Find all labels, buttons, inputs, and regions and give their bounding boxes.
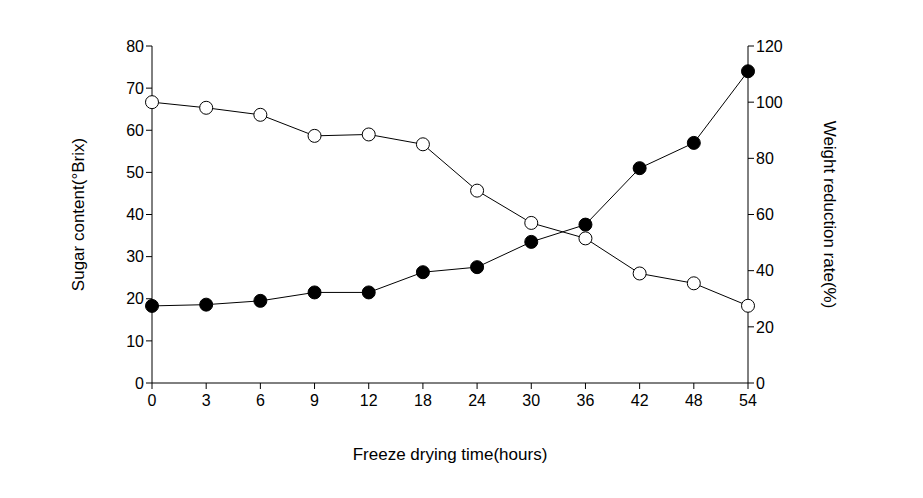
svg-text:36: 36 [577, 392, 595, 409]
svg-text:70: 70 [126, 80, 144, 97]
svg-text:3: 3 [202, 392, 211, 409]
svg-text:18: 18 [414, 392, 432, 409]
svg-text:80: 80 [126, 38, 144, 55]
svg-text:0: 0 [756, 375, 765, 392]
svg-text:40: 40 [126, 206, 144, 223]
svg-text:Weight reduction rate(%): Weight reduction rate(%) [820, 121, 839, 309]
svg-text:20: 20 [126, 290, 144, 307]
svg-text:Freeze drying time(hours): Freeze drying time(hours) [353, 445, 548, 464]
svg-text:6: 6 [256, 392, 265, 409]
svg-text:42: 42 [631, 392, 649, 409]
svg-text:30: 30 [126, 248, 144, 265]
svg-text:24: 24 [468, 392, 486, 409]
svg-text:0: 0 [135, 375, 144, 392]
svg-text:Sugar content(°Brix): Sugar content(°Brix) [69, 138, 88, 291]
svg-text:30: 30 [522, 392, 540, 409]
svg-text:100: 100 [756, 94, 783, 111]
svg-text:48: 48 [685, 392, 703, 409]
svg-text:60: 60 [126, 122, 144, 139]
svg-text:80: 80 [756, 150, 774, 167]
svg-text:40: 40 [756, 262, 774, 279]
svg-text:50: 50 [126, 164, 144, 181]
svg-text:54: 54 [739, 392, 757, 409]
svg-text:10: 10 [126, 333, 144, 350]
svg-text:0: 0 [148, 392, 157, 409]
svg-text:120: 120 [756, 38, 783, 55]
svg-text:20: 20 [756, 319, 774, 336]
svg-text:9: 9 [310, 392, 319, 409]
svg-text:60: 60 [756, 206, 774, 223]
svg-text:12: 12 [360, 392, 378, 409]
